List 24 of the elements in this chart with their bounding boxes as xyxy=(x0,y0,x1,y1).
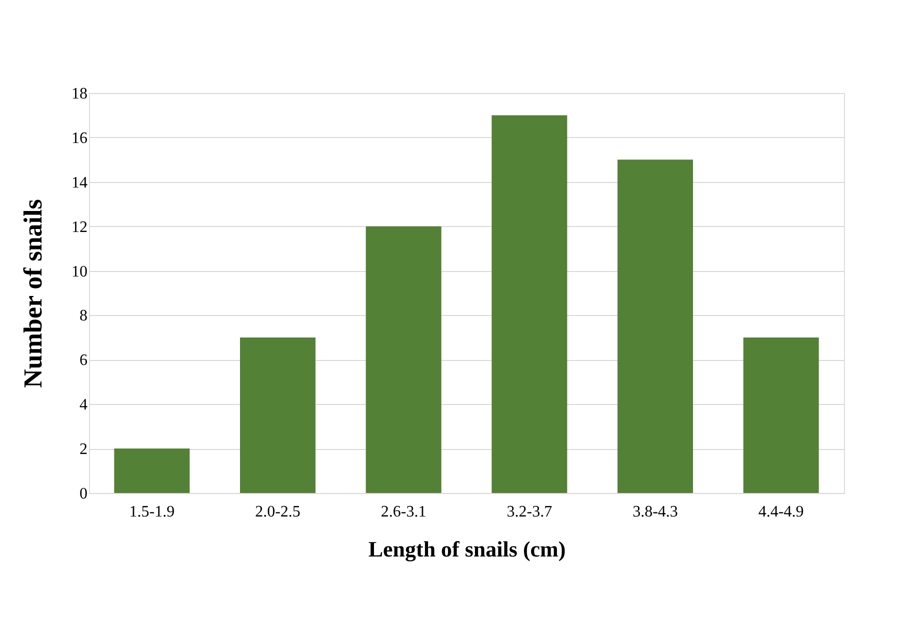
y-tick-label: 14 xyxy=(72,174,88,192)
x-axis-title: Length of snails (cm) xyxy=(368,536,566,562)
bar xyxy=(743,337,819,493)
y-tick-label: 10 xyxy=(72,263,88,280)
bar xyxy=(114,448,190,493)
bar xyxy=(366,226,442,493)
y-tick-label: 0 xyxy=(80,486,88,502)
y-tick-label: 6 xyxy=(80,352,88,370)
y-tick-label: 12 xyxy=(72,218,88,236)
x-tick-label: 2.0-2.5 xyxy=(255,504,300,520)
y-tick-label: 4 xyxy=(80,396,88,414)
x-tick-label: 2.6-3.1 xyxy=(380,504,426,520)
y-axis-title: Number of snails xyxy=(18,199,48,388)
y-tick-label: 18 xyxy=(72,86,88,102)
bar xyxy=(240,337,316,493)
x-tick-label: 3.8-4.3 xyxy=(632,504,678,520)
y-tick-label: 16 xyxy=(72,130,88,147)
x-tick-label: 1.5-1.9 xyxy=(129,504,175,520)
x-tick-label: 4.4-4.9 xyxy=(758,504,804,520)
bar xyxy=(618,160,693,493)
x-tick-label: 3.2-3.7 xyxy=(506,504,552,520)
y-tick-label: 2 xyxy=(80,441,88,458)
bar xyxy=(492,115,568,493)
y-tick-label: 8 xyxy=(80,308,88,325)
